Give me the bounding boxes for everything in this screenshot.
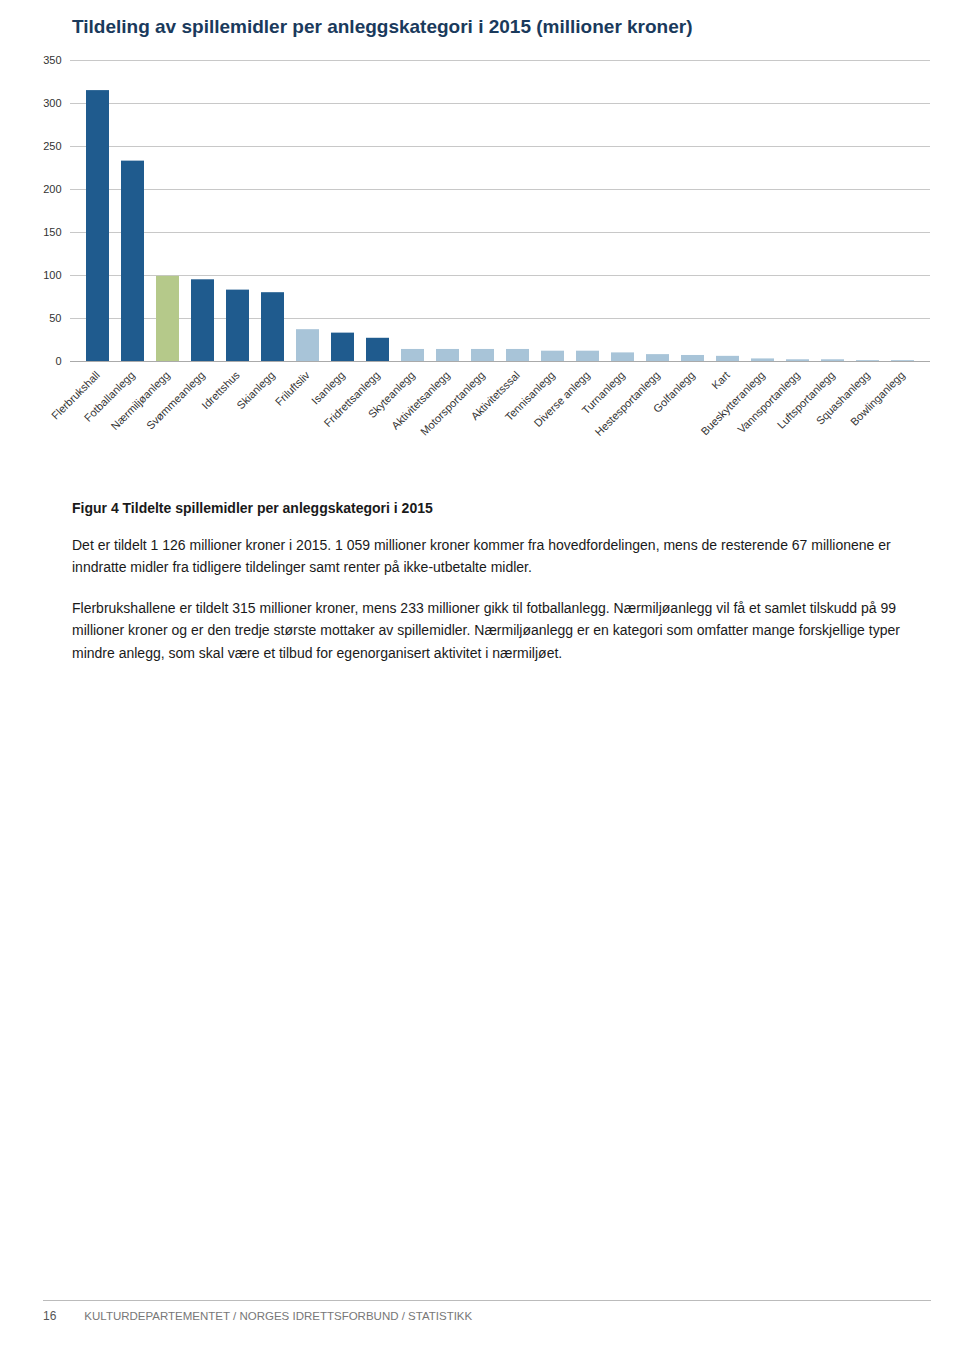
- svg-text:Motorsportanlegg: Motorsportanlegg: [418, 369, 487, 438]
- svg-text:Aktivitetsanlegg: Aktivitetsanlegg: [389, 369, 452, 432]
- html-text:16: 16: [43, 1309, 57, 1323]
- html-text:Det er tildelt 1 126 millioner: Det er tildelt 1 126 millioner kroner i …: [72, 537, 891, 576]
- svg-text:50: 50: [49, 312, 61, 324]
- svg-text:150: 150: [43, 226, 61, 238]
- svg-text:Bowlinganlegg: Bowlinganlegg: [848, 369, 907, 428]
- svg-text:Skianlegg: Skianlegg: [234, 369, 277, 412]
- svg-text:Tennisanlegg: Tennisanlegg: [502, 368, 557, 424]
- svg-text:350: 350: [43, 54, 61, 66]
- svg-text:Isanlegg: Isanlegg: [309, 368, 347, 407]
- svg-text:300: 300: [43, 97, 61, 109]
- svg-text:Skyteanlegg: Skyteanlegg: [365, 368, 417, 420]
- html-text:Flerbrukshallene er tildelt 31: Flerbrukshallene er tildelt 315 millione…: [72, 599, 900, 661]
- svg-text:0: 0: [55, 355, 61, 367]
- svg-text:100: 100: [43, 269, 61, 281]
- html-text:Figur 4 Tildelte spillemidler: Figur 4 Tildelte spillemidler per anlegg…: [72, 500, 433, 516]
- svg-text:Vannsportanlegg: Vannsportanlegg: [735, 369, 802, 436]
- svg-text:Squashanlegg: Squashanlegg: [813, 368, 872, 427]
- svg-text:Bueskytteranlegg: Bueskytteranlegg: [698, 369, 767, 438]
- svg-text:Aktivitetsssal: Aktivitetsssal: [468, 368, 522, 423]
- svg-text:Nærmiljøanlegg: Nærmiljøanlegg: [109, 369, 172, 432]
- svg-text:Svømmeanlegg: Svømmeanlegg: [144, 369, 207, 432]
- svg-text:Luftsportanlegg: Luftsportanlegg: [774, 368, 837, 431]
- svg-text:Diverse anlegg: Diverse anlegg: [532, 369, 592, 429]
- svg-text:Kart: Kart: [709, 369, 732, 392]
- svg-text:Fridrettsanlegg: Fridrettsanlegg: [321, 368, 382, 430]
- svg-text:Flerbrukshall: Flerbrukshall: [48, 368, 102, 422]
- svg-text:Golfanlegg: Golfanlegg: [651, 369, 697, 415]
- svg-text:250: 250: [43, 140, 61, 152]
- svg-text:Fotballanlegg: Fotballanlegg: [81, 368, 137, 424]
- svg-text:Turnanlegg: Turnanlegg: [579, 368, 627, 417]
- svg-text:Hestesportanlegg: Hestesportanlegg: [592, 369, 661, 438]
- svg-text:Idrettshus: Idrettshus: [199, 368, 242, 412]
- html-text:Tildeling av spillemidler per: Tildeling av spillemidler per anleggskat…: [72, 16, 693, 37]
- svg-text:200: 200: [43, 183, 61, 195]
- svg-text:Friluftsliv: Friluftsliv: [273, 368, 313, 408]
- html-text:KULTURDEPARTEMENTET / NORGES I: KULTURDEPARTEMENTET / NORGES IDRETTSFORB…: [84, 1310, 473, 1322]
